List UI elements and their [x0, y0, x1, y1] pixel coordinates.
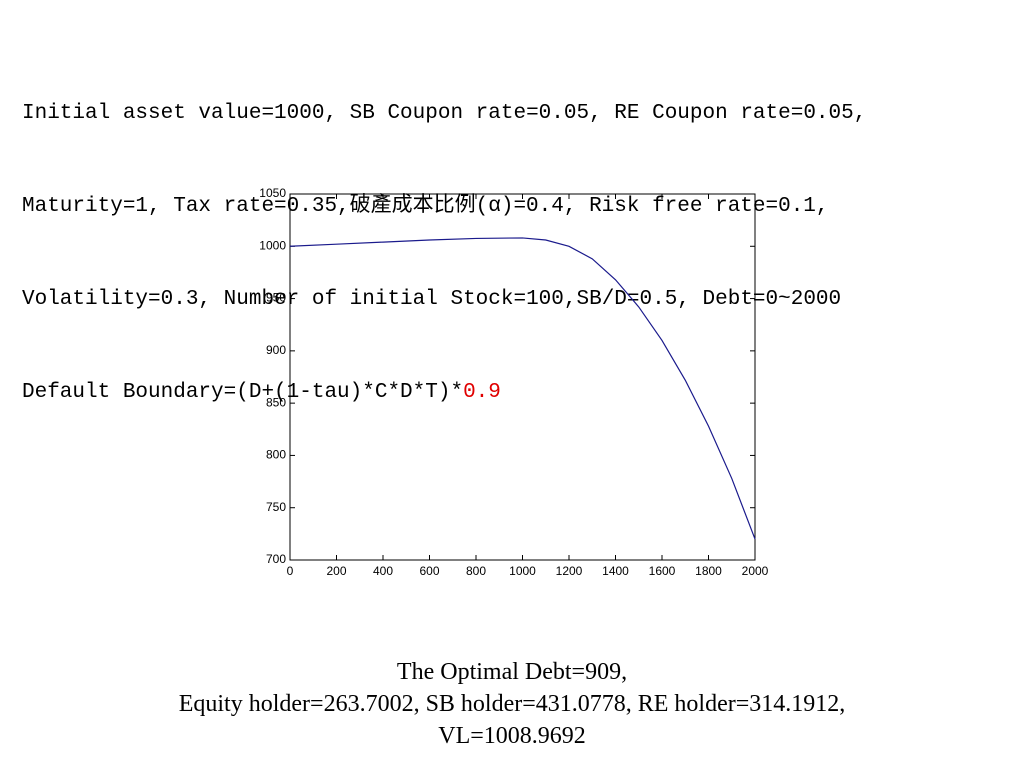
y-tick-label: 700 — [266, 552, 286, 566]
header-line: Volatility=0.3, Number of initial Stock=… — [22, 288, 842, 311]
line-series — [289, 237, 756, 540]
x-tick-label: 1800 — [695, 564, 722, 578]
y-tick-label: 1050 — [259, 186, 286, 200]
x-tick-label: 800 — [466, 564, 486, 578]
footer-line: VL=1008.9692 — [438, 723, 586, 749]
footer: The Optimal Debt=909, Equity holder=263.… — [0, 656, 1024, 752]
x-tick-label: 600 — [419, 564, 439, 578]
y-tick-label: 800 — [266, 448, 286, 462]
x-tick-label: 200 — [326, 564, 346, 578]
highlight: 0.9 — [463, 381, 501, 404]
y-tick-label: 750 — [266, 500, 286, 514]
x-tick-label: 1200 — [556, 564, 583, 578]
plot-frame — [289, 193, 756, 561]
header: Initial asset value=1000, SB Coupon rate… — [22, 36, 866, 439]
x-tick-label: 400 — [373, 564, 393, 578]
y-tick-label: 1000 — [259, 238, 286, 252]
y-tick-label: 950 — [266, 291, 286, 305]
header-text: Default Boundary=(D+(1-tau)*C*D*T)* — [22, 381, 464, 404]
header-line: Maturity=1, Tax rate=0.35,破產成本比例(α)=0.4,… — [22, 195, 829, 218]
x-tick-label: 0 — [287, 564, 294, 578]
y-tick-label: 900 — [266, 343, 286, 357]
header-line: Initial asset value=1000, SB Coupon rate… — [22, 102, 867, 125]
x-tick-label: 1600 — [649, 564, 676, 578]
x-tick-label: 2000 — [742, 564, 769, 578]
header-line: Default Boundary=(D+(1-tau)*C*D*T)*0.9 — [22, 377, 866, 408]
footer-line: Equity holder=263.7002, SB holder=431.07… — [178, 691, 846, 717]
footer-line: The Optimal Debt=909, — [396, 659, 628, 685]
x-tick-label: 1000 — [509, 564, 536, 578]
chart: 700 750 800 850 900 950 1000 1050 0 200 400 600 800 1… — [259, 186, 769, 578]
y-tick-label: 850 — [266, 395, 286, 409]
x-tick-label: 1400 — [602, 564, 629, 578]
